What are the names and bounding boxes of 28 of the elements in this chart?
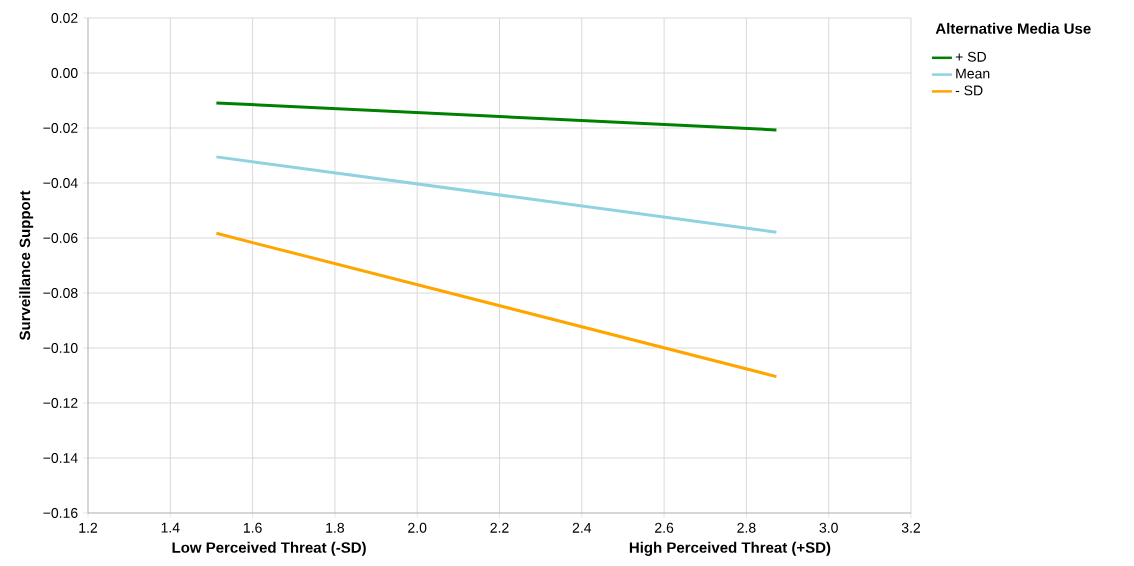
x-tick-label: 2.6 [655,522,674,533]
text: Low Perceived Threat (-SD) [172,541,366,556]
x-tick-label: 1.6 [243,522,262,533]
x-tick-label: 2.2 [490,522,509,533]
y-tick-label: −0.04 [43,178,78,188]
x-tick-label: 2.4 [572,522,592,533]
y-tick-label: −0.02 [43,123,78,133]
y-tick-label: 0.02 [51,13,78,23]
x-tick-label: 1.4 [161,522,180,533]
y-tick-label: −0.08 [43,288,78,298]
legend-label: - SD [955,85,983,96]
legend-label: Mean [956,68,990,79]
text: High Perceived Threat (+SD) [629,541,831,556]
y-tick-label: −0.10 [43,343,78,353]
legend-title: Alternative Media Use [935,22,1091,34]
y-tick-label: −0.14 [43,453,78,463]
x-tick-label: 1.2 [79,522,98,533]
legend-label: + SD [955,51,986,62]
x-tick-label: 3.0 [819,522,838,533]
x-tick-label: 1.8 [326,522,345,533]
y-tick-label: −0.06 [43,233,78,243]
x-tick-label: 3.2 [901,522,921,533]
y-tick-label: 0.00 [51,68,78,78]
y-tick-label: −0.16 [43,508,78,518]
x-tick-label: 2.8 [737,522,756,533]
y-tick-label: −0.12 [43,398,78,408]
y-axis-title: Surveillance Support [19,190,34,341]
x-tick-label: 2.0 [408,522,427,533]
